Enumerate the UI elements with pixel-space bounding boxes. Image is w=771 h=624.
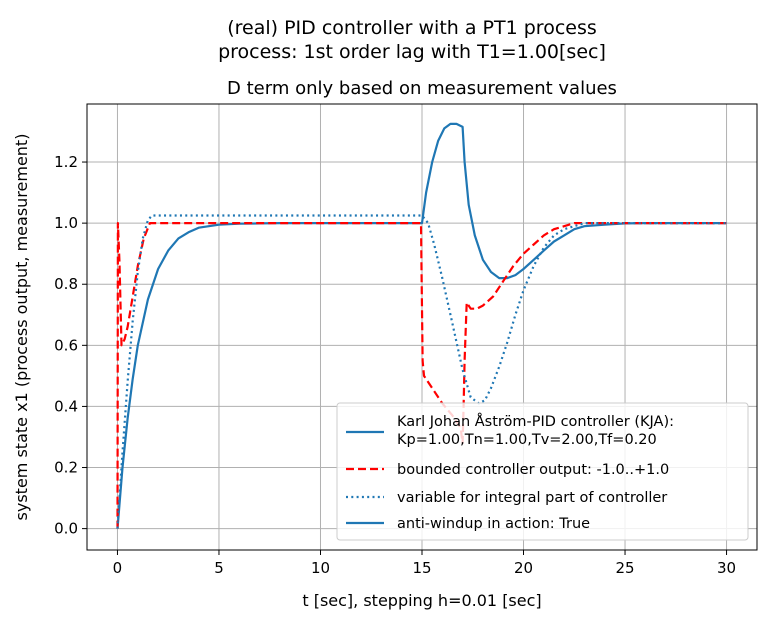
x-tick-label: 15 [412, 559, 431, 577]
legend-label-1: Kp=1.00,Tn=1.00,Tv=2.00,Tf=0.20 [397, 432, 657, 448]
legend-label-3: variable for integral part of controller [397, 490, 667, 506]
y-axis-label: system state x1 (process output, measure… [12, 134, 31, 521]
x-tick-label: 5 [214, 559, 224, 577]
x-tick-label: 25 [615, 559, 634, 577]
x-tick-label: 10 [311, 559, 330, 577]
x-axis-label: t [sec], stepping h=0.01 [sec] [302, 591, 541, 610]
chart-suptitle-line1: (real) PID controller with a PT1 process [227, 17, 597, 39]
legend-label-1: Karl Johan Åström-PID controller (KJA): [397, 413, 674, 430]
ticks: 0 5 10 15 20 25 30 0.0 0.2 0.4 0.6 0.8 1.0 1.2 [54, 153, 736, 577]
x-tick-label: 0 [113, 559, 123, 577]
x-tick-label: 30 [717, 559, 736, 577]
chart-title: D term only based on measurement values [227, 78, 617, 99]
y-tick-label: 1.2 [54, 153, 78, 171]
series-line-3 [116, 214, 727, 529]
x-tick-label: 20 [514, 559, 533, 577]
chart-suptitle-line2: process: 1st order lag with T1=1.00[sec] [218, 41, 606, 63]
y-tick-label: 0.6 [54, 336, 78, 354]
legend-box [336, 402, 749, 541]
legend: Karl Johan Åström-PID controller (KJA): K… [336, 402, 749, 541]
y-tick-label: 0.2 [54, 459, 78, 477]
y-tick-label: 0.4 [54, 397, 78, 415]
legend-label-2: bounded controller output: -1.0..+1.0 [397, 462, 669, 478]
y-tick-label: 0.8 [54, 275, 78, 293]
legend-label-4: anti-windup in action: True [397, 516, 590, 532]
y-tick-label: 1.0 [54, 214, 78, 232]
series-line-1 [116, 122, 727, 529]
y-tick-label: 0.0 [54, 520, 78, 538]
